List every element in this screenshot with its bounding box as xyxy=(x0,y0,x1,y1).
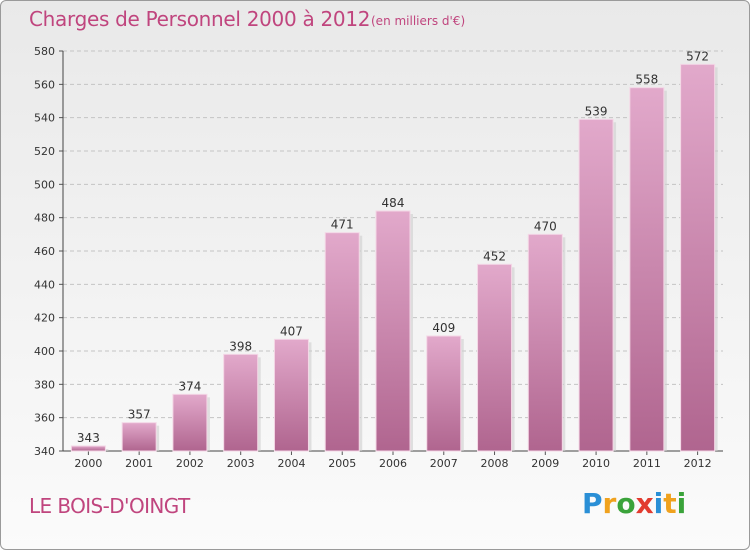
data-label: 374 xyxy=(178,379,201,393)
bar-2000 xyxy=(70,445,106,452)
y-tick-label: 360 xyxy=(34,412,55,425)
bar-2009 xyxy=(527,233,563,452)
y-tick-label: 580 xyxy=(34,45,55,58)
x-tick-label: 2002 xyxy=(176,457,204,470)
x-tick-label: 2001 xyxy=(125,457,153,470)
logo-letter: t xyxy=(663,487,677,520)
bar-2011 xyxy=(629,87,665,452)
x-tick-label: 2005 xyxy=(328,457,356,470)
x-tick-label: 2003 xyxy=(227,457,255,470)
y-tick-label: 420 xyxy=(34,312,55,325)
x-tick-label: 2009 xyxy=(531,457,559,470)
x-tick-label: 2000 xyxy=(74,457,102,470)
data-label: 484 xyxy=(382,196,405,210)
logo-letter: i xyxy=(676,487,687,520)
proxiti-logo: Proxiti xyxy=(582,487,686,520)
y-tick-label: 480 xyxy=(34,212,55,225)
bar-2001 xyxy=(121,422,157,452)
x-tick-label: 2010 xyxy=(582,457,610,470)
chart-title: Charges de Personnel 2000 à 2012 xyxy=(29,7,371,31)
data-label: 409 xyxy=(432,321,455,335)
logo-letter: o xyxy=(616,487,636,520)
data-label: 343 xyxy=(77,431,100,445)
bar-2003 xyxy=(223,353,259,452)
x-tick-label: 2008 xyxy=(481,457,509,470)
logo-letter: x xyxy=(635,487,654,520)
y-tick-label: 400 xyxy=(34,345,55,358)
y-tick-label: 500 xyxy=(34,178,55,191)
data-label: 470 xyxy=(534,219,557,233)
bar-2010 xyxy=(578,118,614,452)
logo-letter: i xyxy=(653,487,664,520)
y-tick-label: 540 xyxy=(34,112,55,125)
data-label: 471 xyxy=(331,218,354,232)
data-label: 357 xyxy=(128,408,151,422)
y-tick-label: 520 xyxy=(34,145,55,158)
x-tick-label: 2011 xyxy=(633,457,661,470)
logo-letter: P xyxy=(582,487,603,520)
chart-subtitle: (en milliers d'€) xyxy=(371,14,466,28)
bar-2007 xyxy=(426,335,462,452)
x-tick-label: 2006 xyxy=(379,457,407,470)
data-label: 558 xyxy=(635,73,658,87)
data-label: 407 xyxy=(280,324,303,338)
x-tick-label: 2004 xyxy=(277,457,305,470)
x-tick-label: 2012 xyxy=(684,457,712,470)
y-tick-label: 340 xyxy=(34,445,55,458)
data-label: 398 xyxy=(229,339,252,353)
data-label: 572 xyxy=(686,49,709,63)
y-tick-label: 440 xyxy=(34,278,55,291)
bar-2004 xyxy=(273,338,309,452)
data-label: 452 xyxy=(483,249,506,263)
data-label: 539 xyxy=(585,104,608,118)
x-tick-label: 2007 xyxy=(430,457,458,470)
commune-name: LE BOIS-D'OINGT xyxy=(29,494,190,518)
bar-2005 xyxy=(324,232,360,452)
bar-2012 xyxy=(680,63,716,452)
bar-2002 xyxy=(172,393,208,452)
bar-2006 xyxy=(375,210,411,452)
y-tick-label: 560 xyxy=(34,78,55,91)
logo-letter: r xyxy=(602,487,617,520)
y-tick-label: 380 xyxy=(34,378,55,391)
y-tick-label: 460 xyxy=(34,245,55,258)
bar-2008 xyxy=(477,263,513,452)
